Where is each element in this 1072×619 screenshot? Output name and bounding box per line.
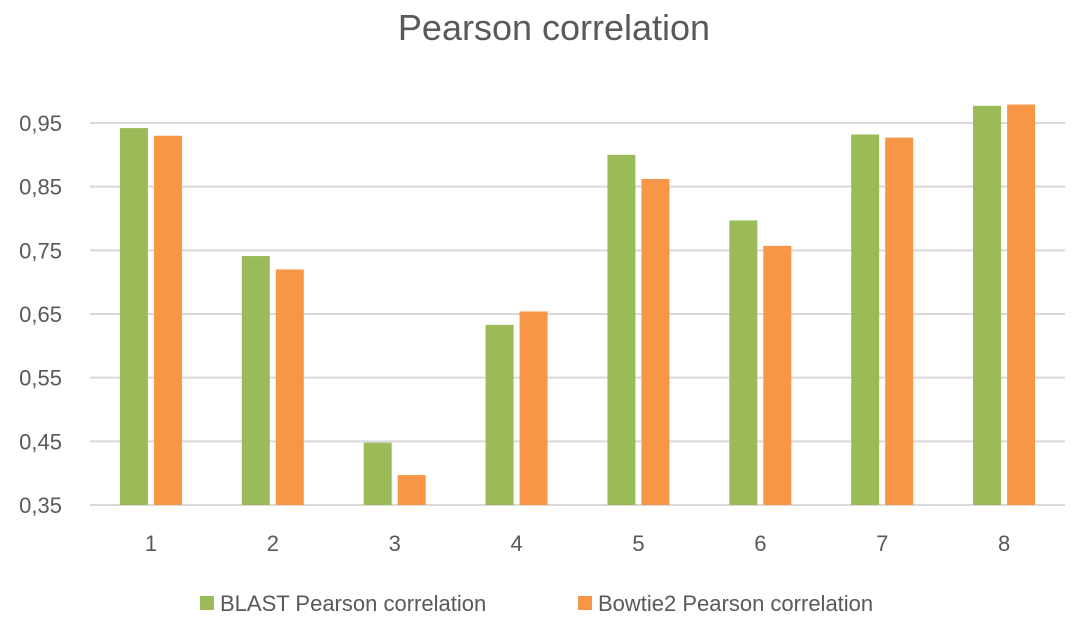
x-tick-label: 6 [754,531,766,556]
bars [119,104,1036,506]
x-axis-ticks: 1 2 3 4 5 6 7 8 [145,531,1010,556]
bar-bowtie2-7 [885,137,914,506]
x-tick-label: 4 [510,531,522,556]
legend-label: Bowtie2 Pearson correlation [598,591,873,616]
bar-blast-8 [973,105,1002,505]
bar-bowtie2-3 [397,475,426,505]
y-tick-label: 0,85 [19,175,62,200]
x-tick-label: 3 [389,531,401,556]
x-tick-label: 5 [632,531,644,556]
x-tick-label: 8 [998,531,1010,556]
legend-swatch [578,596,592,610]
legend: BLAST Pearson correlation Bowtie2 Pearson… [200,591,873,616]
y-axis-ticks: 0,35 0,45 0,55 0,65 0,75 0,85 0,95 [19,111,62,518]
bar-blast-7 [851,134,880,505]
bar-bowtie2-6 [763,245,792,506]
bar-bowtie2-5 [641,179,670,505]
bar-blast-3 [363,442,392,505]
bar-bowtie2-2 [275,269,304,505]
y-tick-label: 0,35 [19,493,62,518]
chart-title: Pearson correlation [398,7,710,48]
y-tick-label: 0,95 [19,111,62,136]
bar-bowtie2-4 [519,311,548,505]
y-tick-label: 0,75 [19,238,62,263]
x-tick-label: 1 [145,531,157,556]
legend-label: BLAST Pearson correlation [220,591,486,616]
legend-swatch [200,596,214,610]
bar-blast-1 [119,128,148,506]
gridlines [90,122,1065,506]
y-tick-label: 0,45 [19,429,62,454]
bar-bowtie2-1 [153,135,182,505]
bar-bowtie2-8 [1007,104,1036,505]
bar-blast-4 [485,324,514,505]
y-tick-label: 0,65 [19,302,62,327]
x-tick-label: 7 [876,531,888,556]
bar-blast-6 [729,220,758,505]
x-tick-label: 2 [267,531,279,556]
bar-blast-5 [607,154,636,506]
y-tick-label: 0,55 [19,366,62,391]
bar-blast-2 [241,256,270,505]
